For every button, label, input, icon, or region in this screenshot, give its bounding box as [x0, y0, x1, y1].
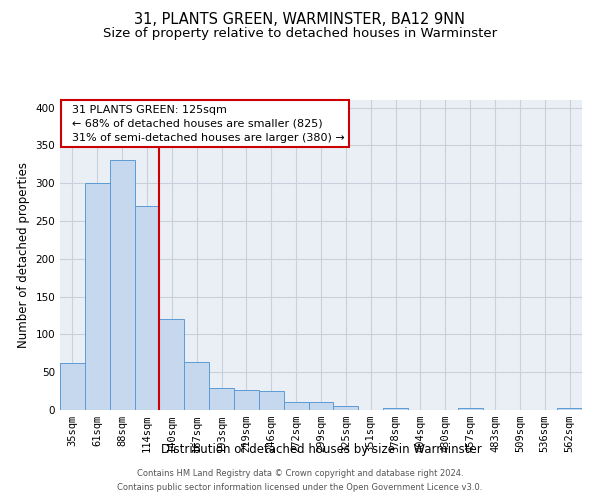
Bar: [334, 406, 358, 410]
Bar: [85, 183, 110, 410]
Y-axis label: Number of detached properties: Number of detached properties: [17, 162, 30, 348]
Bar: [160, 320, 184, 410]
Bar: [308, 402, 334, 410]
Text: Contains public sector information licensed under the Open Government Licence v3: Contains public sector information licen…: [118, 484, 482, 492]
Bar: [60, 363, 85, 410]
Bar: [383, 408, 408, 410]
Bar: [259, 391, 284, 410]
Bar: [284, 402, 308, 410]
Bar: [184, 362, 209, 410]
Bar: [458, 408, 482, 410]
Text: 31 PLANTS GREEN: 125sqm
  ← 68% of detached houses are smaller (825)
  31% of se: 31 PLANTS GREEN: 125sqm ← 68% of detache…: [65, 104, 345, 142]
Bar: [557, 408, 582, 410]
Text: Contains HM Land Registry data © Crown copyright and database right 2024.: Contains HM Land Registry data © Crown c…: [137, 468, 463, 477]
Text: 31, PLANTS GREEN, WARMINSTER, BA12 9NN: 31, PLANTS GREEN, WARMINSTER, BA12 9NN: [134, 12, 466, 28]
Bar: [234, 390, 259, 410]
Text: Distribution of detached houses by size in Warminster: Distribution of detached houses by size …: [161, 442, 481, 456]
Bar: [209, 388, 234, 410]
Bar: [134, 206, 160, 410]
Text: Size of property relative to detached houses in Warminster: Size of property relative to detached ho…: [103, 28, 497, 40]
Bar: [110, 160, 134, 410]
